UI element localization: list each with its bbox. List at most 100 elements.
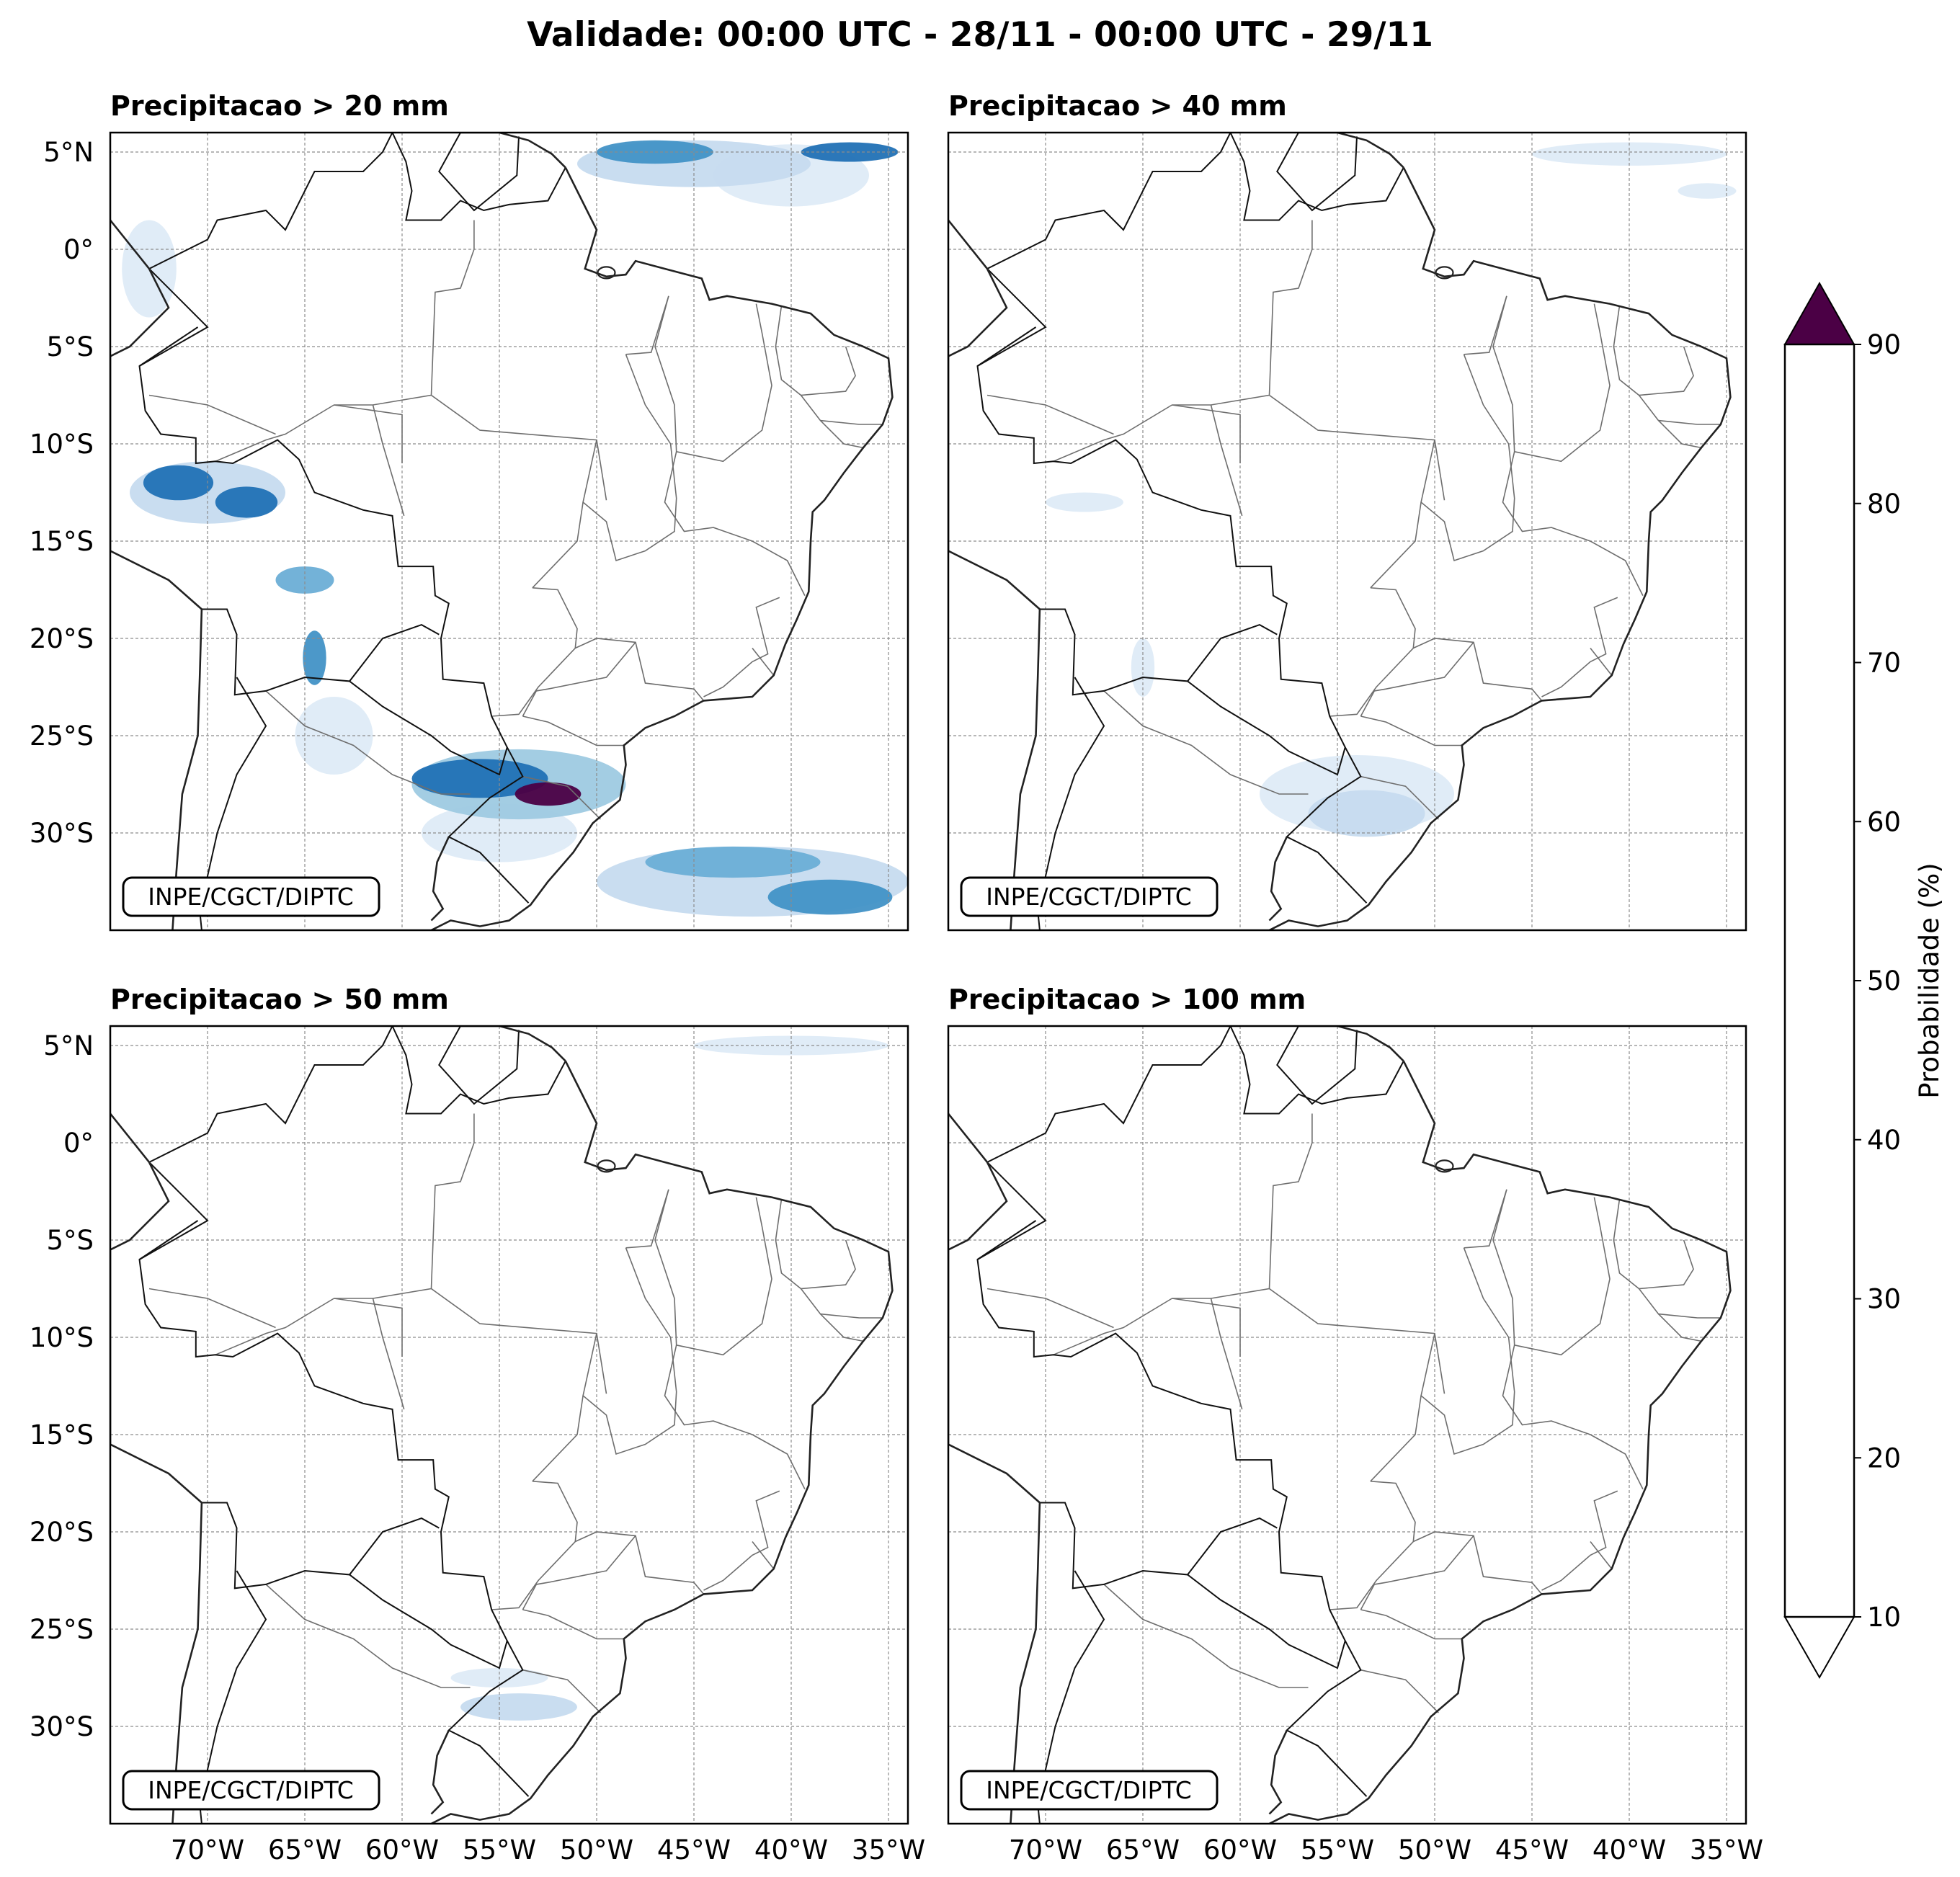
- precip-area: [1308, 790, 1425, 837]
- panel-title: Precipitacao > 40 mm: [948, 90, 1287, 122]
- country-border: [391, 133, 566, 221]
- colorbar-tick-label: 30: [1867, 1284, 1901, 1315]
- state-border: [1657, 1314, 1702, 1342]
- country-border: [201, 1502, 440, 1590]
- state-border: [265, 690, 471, 795]
- coastline: [460, 1026, 566, 1062]
- lon-tick-label: 70°W: [1009, 1834, 1082, 1865]
- colorbar-label: Probabilidade (%): [1914, 862, 1945, 1098]
- state-border: [1370, 501, 1422, 589]
- colorbar-tick-label: 10: [1867, 1602, 1901, 1633]
- state-border: [1360, 1609, 1462, 1640]
- state-border: [522, 1669, 601, 1713]
- state-border: [1590, 1541, 1613, 1569]
- country-border: [1187, 680, 1346, 776]
- lon-tick-label: 35°W: [1690, 1834, 1763, 1865]
- lat-tick-label: 0°: [63, 234, 94, 265]
- coastline: [110, 219, 203, 930]
- colorbar-tick-label: 70: [1867, 648, 1901, 679]
- state-border: [265, 1584, 471, 1688]
- state-border: [1638, 1288, 1721, 1319]
- state-border: [1464, 1189, 1507, 1249]
- map-panel-50mm: Precipitacao > 50 mm INPE/CGCT/DIPTC 5°N…: [30, 984, 925, 1865]
- coastline: [1298, 1026, 1404, 1062]
- lat-tick-label: 15°S: [30, 526, 94, 557]
- lat-tick-label: 30°S: [30, 818, 94, 849]
- country-border: [349, 1574, 508, 1669]
- map-panel-100mm: Precipitacao > 100 mm INPE/CGCT/DIPTC 70…: [947, 984, 1763, 1865]
- state-border: [215, 1298, 334, 1356]
- colorbar-frame: [1783, 343, 1856, 1618]
- state-border: [703, 597, 780, 697]
- state-border: [1420, 1247, 1515, 1455]
- country-border: [1229, 133, 1404, 221]
- figure-title: Validade: 00:00 UTC - 28/11 - 00:00 UTC …: [527, 15, 1433, 55]
- country-border: [976, 1220, 1037, 1260]
- island-marajo: [1435, 1159, 1454, 1173]
- country-border: [1276, 1026, 1358, 1105]
- state-border: [1268, 1113, 1313, 1289]
- lon-tick-label: 35°W: [852, 1834, 925, 1865]
- coastline: [1268, 167, 1732, 930]
- state-border: [1360, 641, 1474, 717]
- coastline: [430, 167, 894, 930]
- country-border: [986, 133, 1231, 269]
- country-border: [976, 326, 1037, 367]
- lon-tick-label: 70°W: [171, 1834, 244, 1865]
- lat-tick-label: 5°N: [43, 1030, 94, 1061]
- lon-tick-label: 45°W: [657, 1834, 731, 1865]
- colorbar-tick-label: 80: [1867, 489, 1901, 520]
- state-border: [654, 1189, 772, 1356]
- lat-tick-label: 5°S: [46, 1225, 94, 1256]
- country-border: [349, 680, 508, 776]
- state-border: [1502, 1345, 1644, 1489]
- state-border: [1638, 395, 1721, 425]
- map-frame: [109, 1025, 909, 1825]
- state-border: [215, 404, 334, 463]
- precip-area: [460, 1693, 577, 1721]
- state-border: [1412, 1531, 1543, 1595]
- state-border: [1172, 1288, 1446, 1394]
- panel-title: Precipitacao > 20 mm: [110, 90, 449, 122]
- country-border: [438, 1026, 520, 1105]
- state-border: [430, 220, 475, 396]
- coastline: [430, 1729, 450, 1815]
- lon-tick-label: 60°W: [1203, 1834, 1277, 1865]
- coastline: [460, 133, 566, 169]
- state-border: [574, 1531, 705, 1595]
- state-border: [1360, 775, 1439, 820]
- lon-tick-label: 40°W: [1592, 1834, 1666, 1865]
- map-frame: [947, 1025, 1747, 1825]
- lat-tick-labels: 5°N 0° 5°S 10°S 15°S 20°S 25°S 30°S: [30, 137, 94, 849]
- state-border: [986, 394, 1114, 435]
- coastline: [1268, 1061, 1732, 1824]
- country-border: [148, 133, 393, 269]
- state-border: [334, 404, 403, 463]
- state-border: [148, 394, 276, 435]
- state-border: [334, 1288, 607, 1394]
- coastline: [948, 1113, 1041, 1824]
- precip-area: [1046, 492, 1123, 512]
- map-panel-40mm: Precipitacao > 40 mm INPE/CGCT/DIPTC: [947, 90, 1747, 932]
- lon-tick-label: 50°W: [1398, 1834, 1471, 1865]
- state-border: [800, 1288, 883, 1319]
- lat-tick-label: 15°S: [30, 1419, 94, 1450]
- state-border: [532, 1395, 584, 1482]
- state-border: [334, 394, 607, 501]
- coastline: [1268, 836, 1288, 922]
- colorbar-tick-label: 60: [1867, 806, 1901, 837]
- state-border: [1590, 648, 1613, 676]
- colorbar-over-triangle: [1783, 281, 1856, 345]
- country-border: [1229, 1026, 1404, 1115]
- credit-label: INPE/CGCT/DIPTC: [986, 883, 1192, 911]
- map-frame: [109, 131, 909, 932]
- lon-tick-label: 45°W: [1495, 1834, 1569, 1865]
- country-border: [138, 1162, 530, 1797]
- credit-box: INPE/CGCT/DIPTC: [960, 1770, 1219, 1811]
- credit-box: INPE/CGCT/DIPTC: [960, 876, 1219, 917]
- gridlines: [110, 1026, 908, 1824]
- lon-tick-label: 60°W: [365, 1834, 439, 1865]
- state-border: [1464, 295, 1507, 355]
- lon-tick-label: 55°W: [463, 1834, 536, 1865]
- lat-tick-labels: 5°N 0° 5°S 10°S 15°S 20°S 25°S 30°S: [30, 1030, 94, 1742]
